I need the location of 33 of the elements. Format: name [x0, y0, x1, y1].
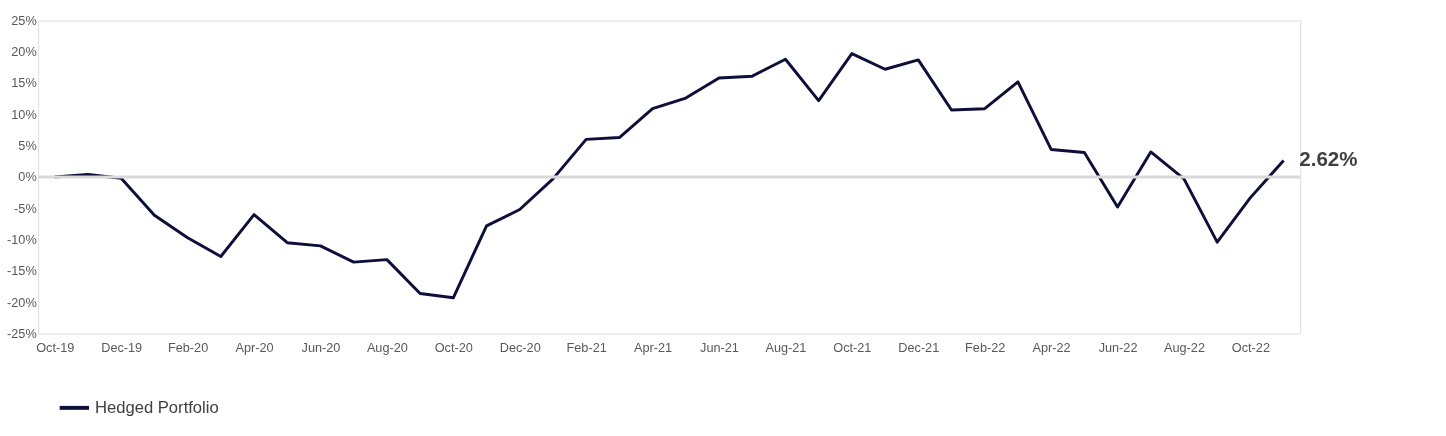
y-tick-label: 15%	[11, 75, 37, 91]
y-tick-label: 0%	[18, 169, 37, 185]
x-tick-label: Oct-21	[833, 339, 872, 355]
y-tick-label: -15%	[7, 263, 37, 279]
y-tick-label: 25%	[11, 12, 37, 28]
legend-label: Hedged Portfolio	[94, 397, 219, 417]
x-tick-label: Feb-20	[167, 339, 209, 355]
y-tick-label: -25%	[7, 325, 37, 341]
x-tick-label: Oct-19	[36, 339, 75, 355]
x-tick-label: Jun-20	[301, 339, 341, 355]
y-tick-label: -5%	[14, 200, 37, 216]
x-tick-label: Apr-21	[634, 339, 673, 355]
y-tick-label: 20%	[11, 44, 37, 60]
x-tick-label: Oct-20	[434, 339, 473, 355]
annotation: 2.62%	[1299, 147, 1358, 171]
x-tick-label: Aug-20	[366, 339, 408, 355]
x-tick-label: Dec-20	[499, 339, 541, 355]
x-tick-label: Feb-21	[566, 339, 607, 355]
x-tick-label: Dec-21	[898, 339, 940, 355]
x-tick-label: Aug-21	[765, 339, 807, 355]
line-series	[53, 52, 1286, 300]
y-tick-label: -10%	[7, 231, 37, 247]
y-tick-label: 5%	[18, 138, 37, 154]
y-tick-label: 10%	[11, 106, 37, 122]
x-tick-label: Jun-22	[1098, 339, 1138, 355]
x-tick-label: Oct-22	[1231, 339, 1270, 355]
x-tick-label: Aug-22	[1163, 339, 1205, 355]
x-tick-label: Feb-22	[965, 339, 1006, 355]
x-tick-label: Apr-20	[235, 339, 274, 355]
y-tick-label: -20%	[7, 294, 37, 310]
x-tick-label: Apr-22	[1032, 339, 1071, 355]
x-tick-label: Jun-21	[700, 339, 739, 355]
x-tick-label: Dec-19	[101, 339, 143, 355]
